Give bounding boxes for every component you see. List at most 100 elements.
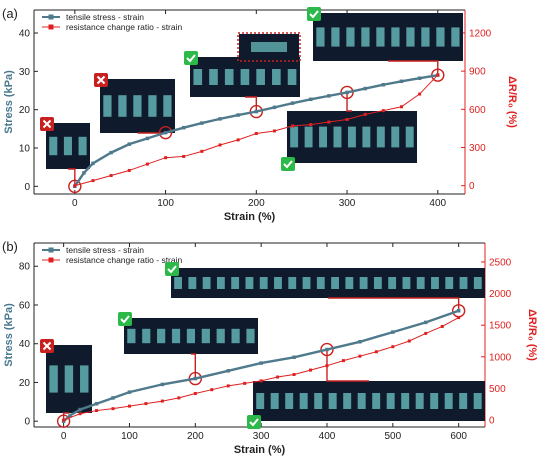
printed-electrode bbox=[246, 277, 254, 289]
data-point bbox=[95, 409, 98, 412]
printed-electrode bbox=[225, 69, 234, 85]
sample-photo-200 bbox=[190, 57, 300, 97]
y2-axis-title: ΔR/R₀ (%) bbox=[506, 76, 518, 128]
printed-electrode bbox=[251, 42, 287, 52]
data-point bbox=[363, 87, 367, 91]
y2-tick-label: 1000 bbox=[489, 352, 512, 363]
printed-electrode bbox=[303, 277, 311, 289]
data-point bbox=[291, 101, 295, 105]
printed-electrode bbox=[417, 277, 425, 289]
printed-electrode bbox=[65, 365, 73, 392]
printed-electrode bbox=[460, 277, 468, 289]
printed-electrode bbox=[391, 127, 399, 148]
check-icon bbox=[307, 7, 321, 21]
data-point bbox=[327, 94, 331, 98]
check-icon bbox=[281, 157, 295, 171]
data-point bbox=[236, 113, 240, 117]
printed-electrode bbox=[202, 329, 210, 343]
data-point bbox=[418, 93, 421, 96]
printed-electrode bbox=[391, 27, 399, 46]
data-point bbox=[109, 151, 113, 155]
legend-entry: tensile stress - strain bbox=[66, 245, 144, 255]
data-point bbox=[128, 390, 132, 394]
data-point bbox=[255, 110, 259, 114]
check-icon bbox=[118, 312, 132, 326]
printed-electrode bbox=[388, 277, 396, 289]
y-tick-label: 60 bbox=[19, 300, 31, 311]
data-point bbox=[218, 117, 222, 121]
printed-electrode bbox=[345, 277, 353, 289]
data-point bbox=[194, 392, 197, 395]
data-point bbox=[128, 169, 131, 172]
photo-pointer bbox=[328, 298, 459, 311]
legend-entry: resistance change ratio - strain bbox=[66, 22, 182, 32]
printed-electrode bbox=[346, 27, 354, 46]
printed-electrode bbox=[241, 69, 250, 85]
y2-tick-label: 300 bbox=[469, 143, 486, 154]
data-point bbox=[400, 105, 403, 108]
data-point bbox=[327, 121, 330, 124]
printed-electrode bbox=[343, 393, 351, 409]
x-tick-label: 400 bbox=[319, 431, 336, 442]
y2-tick-label: 500 bbox=[489, 384, 506, 395]
legend-marker bbox=[49, 15, 54, 20]
x-tick-label: 300 bbox=[339, 198, 356, 209]
photo-pointer bbox=[327, 350, 369, 381]
printed-electrode bbox=[372, 393, 380, 409]
data-point bbox=[441, 325, 444, 328]
data-point bbox=[164, 131, 168, 135]
data-point bbox=[62, 419, 65, 422]
printed-electrode bbox=[314, 393, 322, 409]
check-icon bbox=[165, 262, 179, 276]
y2-tick-label: 1500 bbox=[489, 321, 512, 332]
data-point bbox=[146, 163, 149, 166]
x-axis-title: Strain (%) bbox=[224, 211, 276, 223]
check-icon bbox=[184, 51, 198, 65]
printed-electrode bbox=[300, 393, 308, 409]
data-point bbox=[293, 373, 296, 376]
data-point bbox=[182, 155, 185, 158]
printed-electrode bbox=[256, 393, 264, 409]
printed-electrode bbox=[274, 277, 282, 289]
printed-electrode bbox=[406, 27, 414, 46]
printed-electrode bbox=[305, 127, 313, 148]
data-point bbox=[146, 137, 150, 141]
printed-electrode bbox=[157, 329, 165, 343]
printed-electrode bbox=[193, 69, 202, 85]
cross-icon bbox=[40, 339, 54, 353]
y-axis-title: Stress (kPa) bbox=[3, 70, 15, 134]
data-point bbox=[418, 76, 422, 80]
data-point bbox=[226, 369, 230, 373]
data-point bbox=[424, 332, 427, 335]
printed-electrode bbox=[474, 277, 482, 289]
check-icon bbox=[247, 415, 261, 429]
x-tick-label: 100 bbox=[121, 431, 138, 442]
x-tick-label: 600 bbox=[450, 431, 467, 442]
printed-electrode bbox=[288, 69, 297, 85]
printed-electrode bbox=[334, 127, 342, 148]
data-point bbox=[200, 150, 203, 153]
printed-electrode bbox=[246, 329, 254, 343]
x-tick-label: 500 bbox=[384, 431, 401, 442]
printed-electrode bbox=[331, 27, 339, 46]
printed-electrode bbox=[118, 95, 126, 117]
data-point bbox=[424, 321, 428, 325]
data-point bbox=[273, 129, 276, 132]
legend-marker bbox=[49, 248, 54, 253]
data-point bbox=[182, 126, 186, 130]
data-point bbox=[260, 379, 263, 382]
printed-electrode bbox=[406, 127, 414, 148]
sample-photo-0 bbox=[46, 345, 92, 413]
data-point bbox=[358, 355, 361, 358]
y-tick-label: 30 bbox=[19, 67, 31, 78]
printed-electrode bbox=[376, 27, 384, 46]
printed-electrode bbox=[49, 137, 57, 155]
printed-electrode bbox=[451, 27, 459, 46]
x-tick-label: 100 bbox=[157, 198, 174, 209]
data-point bbox=[164, 156, 167, 159]
printed-electrode bbox=[271, 393, 279, 409]
x-tick-label: 200 bbox=[248, 198, 265, 209]
sample-photo-400 bbox=[313, 13, 463, 61]
